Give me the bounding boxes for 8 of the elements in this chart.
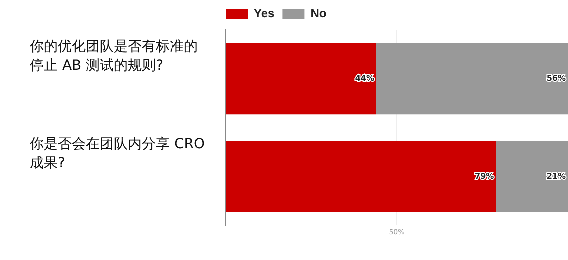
y-tick-label: 你是否会在团队内分享 CRO 成果? <box>29 136 210 172</box>
data-label: 56% <box>546 74 566 83</box>
legend-label: Yes <box>254 6 276 20</box>
legend-label: No <box>310 6 327 20</box>
data-label: 79% <box>475 172 494 181</box>
data-label: 21% <box>546 172 566 181</box>
y-tick-label: 你的优化团队是否有标准的停止 AB 测试的规则? <box>29 38 198 74</box>
data-label: 44% <box>355 74 374 83</box>
